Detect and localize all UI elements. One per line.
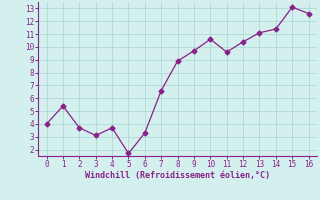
X-axis label: Windchill (Refroidissement éolien,°C): Windchill (Refroidissement éolien,°C) — [85, 171, 270, 180]
